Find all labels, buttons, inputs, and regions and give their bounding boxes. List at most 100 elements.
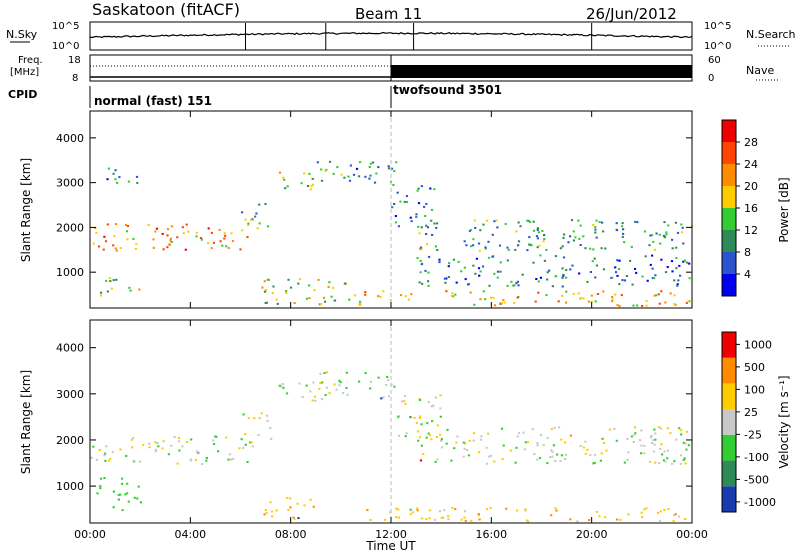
- heatmap-cell: [95, 458, 98, 461]
- time-xlabel: Time UT: [365, 539, 416, 553]
- heatmap-cell: [602, 290, 605, 293]
- heatmap-cell: [409, 216, 412, 219]
- heatmap-cell: [579, 224, 582, 227]
- heatmap-cell: [655, 232, 658, 235]
- heatmap-cell: [386, 376, 389, 378]
- heatmap-cell: [667, 508, 670, 511]
- heatmap-cell: [516, 280, 519, 283]
- heatmap-cell: [586, 280, 589, 283]
- heatmap-cell: [272, 285, 275, 288]
- heatmap-cell: [554, 255, 557, 258]
- heatmap-cell: [319, 382, 322, 384]
- heatmap-cell: [260, 412, 263, 415]
- cpid-label: CPID: [8, 88, 37, 101]
- heatmap-cell: [210, 231, 213, 234]
- heatmap-cell: [561, 267, 564, 270]
- heatmap-cell: [667, 224, 670, 227]
- heatmap-cell: [450, 294, 453, 297]
- heatmap-cell: [436, 424, 439, 427]
- heatmap-cell: [258, 417, 261, 420]
- heatmap-cell: [672, 520, 675, 522]
- heatmap-cell: [223, 237, 226, 240]
- heatmap-cell: [431, 420, 434, 423]
- heatmap-cell: [324, 169, 327, 172]
- heatmap-cell: [114, 169, 117, 172]
- range-tick-label: 3000: [56, 177, 84, 190]
- heatmap-cell: [565, 276, 568, 279]
- heatmap-cell: [331, 286, 335, 289]
- heatmap-cell: [394, 215, 397, 217]
- heatmap-cell: [593, 453, 597, 456]
- heatmap-cell: [417, 439, 420, 442]
- heatmap-cell: [427, 401, 430, 404]
- heatmap-cell: [105, 279, 108, 282]
- heatmap-cell: [397, 415, 400, 418]
- heatmap-cell: [258, 203, 261, 206]
- heatmap-cell: [485, 508, 489, 511]
- heatmap-cell: [464, 510, 467, 513]
- heatmap-cell: [114, 178, 117, 181]
- heatmap-cell: [397, 508, 400, 511]
- heatmap-cell: [579, 244, 582, 246]
- heatmap-cell: [663, 508, 666, 511]
- heatmap-cell: [546, 278, 549, 281]
- heatmap-cell: [289, 286, 293, 289]
- heatmap-cell: [499, 261, 502, 264]
- heatmap-cell: [523, 448, 526, 451]
- heatmap-cell: [491, 233, 494, 236]
- heatmap-cell: [313, 395, 317, 398]
- heatmap-cell: [319, 372, 322, 375]
- heatmap-cell: [495, 219, 498, 222]
- heatmap-cell: [579, 296, 583, 299]
- heatmap-cell: [244, 433, 247, 436]
- heatmap-cell: [327, 285, 330, 288]
- heatmap-cell: [249, 441, 252, 444]
- heatmap-cell: [355, 167, 359, 170]
- heatmap-cell: [464, 278, 467, 281]
- heatmap-cell: [615, 222, 618, 225]
- heatmap-cell: [602, 230, 605, 233]
- heatmap-cell: [478, 518, 481, 521]
- heatmap-cell: [285, 392, 289, 395]
- heatmap-cell: [375, 172, 378, 175]
- heatmap-cell: [572, 292, 575, 295]
- heatmap-cell: [94, 227, 97, 230]
- heatmap-cell: [671, 247, 674, 250]
- heatmap-cell: [582, 235, 585, 238]
- heatmap-cell: [673, 279, 676, 282]
- heatmap-cell: [662, 234, 666, 237]
- heatmap-cell: [558, 426, 561, 429]
- heatmap-cell: [477, 267, 481, 270]
- heatmap-cell: [533, 453, 536, 455]
- time-tick-label: 00:00: [676, 528, 708, 541]
- heatmap-cell: [629, 259, 632, 262]
- heatmap-cell: [654, 432, 657, 435]
- heatmap-cell: [682, 242, 685, 245]
- heatmap-cell: [685, 301, 688, 304]
- heatmap-cell: [166, 228, 170, 231]
- heatmap-cell: [500, 427, 504, 430]
- heatmap-cell: [515, 282, 518, 285]
- heatmap-cell: [301, 396, 304, 398]
- heatmap-cell: [504, 223, 507, 225]
- heatmap-cell: [332, 172, 335, 175]
- heatmap-cell: [536, 444, 539, 447]
- heatmap-cell: [664, 460, 667, 463]
- heatmap-cell: [579, 445, 582, 447]
- heatmap-cell: [463, 447, 466, 450]
- heatmap-cell: [594, 276, 597, 279]
- heatmap-cell: [658, 302, 661, 305]
- heatmap-cell: [565, 290, 568, 293]
- heatmap-cell: [478, 249, 481, 252]
- heatmap-cell: [154, 448, 157, 451]
- heatmap-cell: [328, 392, 331, 395]
- heatmap-cell: [352, 173, 356, 176]
- heatmap-cell: [618, 305, 621, 308]
- heatmap-cell: [241, 229, 244, 232]
- heatmap-cell: [503, 301, 506, 304]
- heatmap-cell: [431, 234, 434, 236]
- heatmap-cell: [321, 381, 324, 384]
- heatmap-cell: [435, 226, 438, 229]
- heatmap-cell: [411, 511, 414, 514]
- heatmap-cell: [425, 518, 428, 521]
